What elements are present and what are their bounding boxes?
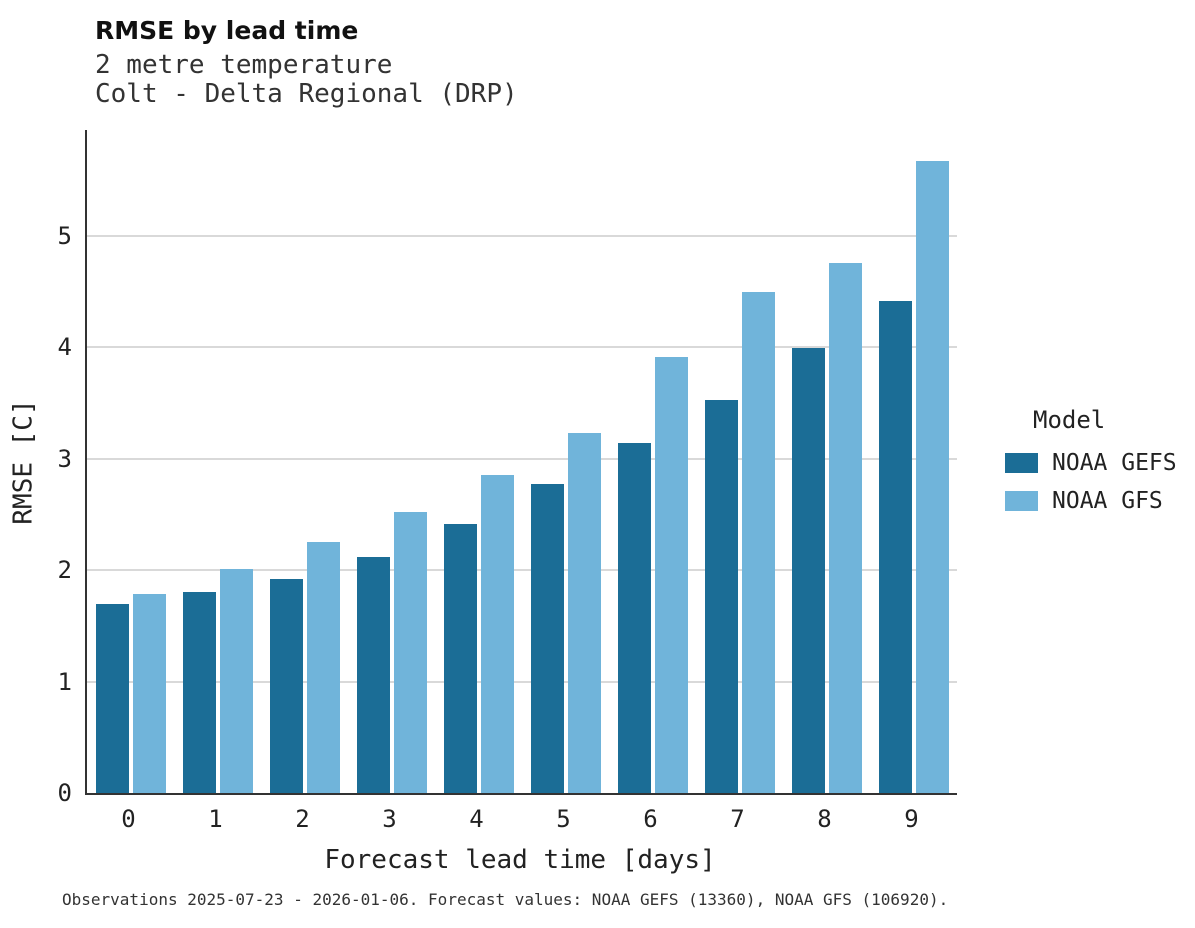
legend-title: Model (1033, 406, 1106, 434)
chart-subtitle-location: Colt - Delta Regional (DRP) (95, 79, 518, 109)
legend-label: NOAA GFS (1052, 488, 1163, 514)
bar-group (435, 130, 522, 793)
gridline (87, 569, 957, 572)
bar-noaa-gefs (356, 556, 390, 793)
y-tick-label: 1 (57, 667, 72, 696)
x-tick-label: 7 (730, 805, 745, 833)
bar-group (783, 130, 870, 793)
y-axis-tick-labels: 0 1 2 3 4 5 (30, 130, 72, 805)
bar-noaa-gefs (182, 592, 216, 793)
x-tick-label: 1 (208, 805, 223, 833)
bar-noaa-gfs (654, 357, 688, 793)
x-tick-label: 9 (904, 805, 919, 833)
x-tick-label: 8 (817, 805, 832, 833)
chart-subtitle-variable: 2 metre temperature (95, 50, 393, 80)
x-tick-label: 3 (382, 805, 397, 833)
bar-noaa-gfs (219, 569, 253, 793)
x-tick-label: 2 (295, 805, 310, 833)
bar-group (870, 130, 957, 793)
bar-noaa-gfs (828, 262, 862, 793)
bar-group (261, 130, 348, 793)
bar-group (522, 130, 609, 793)
bar-noaa-gefs (530, 484, 564, 793)
x-axis-label: Forecast lead time [days] (324, 845, 716, 875)
x-tick-label: 6 (643, 805, 658, 833)
x-tick-label: 4 (469, 805, 484, 833)
chart-title: RMSE by lead time (95, 16, 359, 45)
bar-group (696, 130, 783, 793)
gridline (87, 457, 957, 460)
legend: Model NOAA GEFS NOAA GFS (1005, 406, 1177, 526)
legend-swatch (1005, 453, 1038, 473)
plot-area (85, 130, 957, 795)
x-axis-tick-labels: 0 1 2 3 4 5 6 7 8 9 (85, 805, 955, 833)
legend-entry: NOAA GEFS (1005, 450, 1177, 476)
bar-noaa-gefs (791, 348, 825, 793)
bar-noaa-gfs (741, 291, 775, 793)
bar-group (87, 130, 174, 793)
bar-noaa-gefs (878, 300, 912, 793)
bar-noaa-gfs (393, 512, 427, 793)
y-tick-label: 5 (57, 221, 72, 250)
legend-swatch (1005, 491, 1038, 511)
y-tick-label: 2 (57, 556, 72, 585)
bar-groups (87, 130, 957, 793)
bar-group (609, 130, 696, 793)
x-tick-label: 5 (556, 805, 571, 833)
bar-noaa-gefs (704, 399, 738, 793)
gridline (87, 234, 957, 237)
footnote-caption: Observations 2025-07-23 - 2026-01-06. Fo… (62, 890, 949, 909)
bar-noaa-gfs (306, 542, 340, 793)
bar-noaa-gfs (480, 475, 514, 793)
y-tick-label: 4 (57, 333, 72, 362)
bar-noaa-gfs (915, 161, 949, 793)
y-tick-label: 3 (57, 444, 72, 473)
legend-entries: NOAA GEFS NOAA GFS (1005, 450, 1177, 514)
bar-noaa-gefs (269, 579, 303, 793)
bar-noaa-gefs (443, 524, 477, 793)
x-tick-label: 0 (121, 805, 136, 833)
bar-noaa-gfs (567, 433, 601, 793)
bar-group (348, 130, 435, 793)
bar-noaa-gefs (617, 443, 651, 793)
gridline (87, 680, 957, 683)
legend-label: NOAA GEFS (1052, 450, 1177, 476)
bar-group (174, 130, 261, 793)
y-tick-label: 0 (57, 779, 72, 807)
bar-noaa-gfs (132, 593, 166, 793)
bar-noaa-gefs (95, 603, 129, 793)
legend-entry: NOAA GFS (1005, 488, 1177, 514)
gridline (87, 346, 957, 349)
